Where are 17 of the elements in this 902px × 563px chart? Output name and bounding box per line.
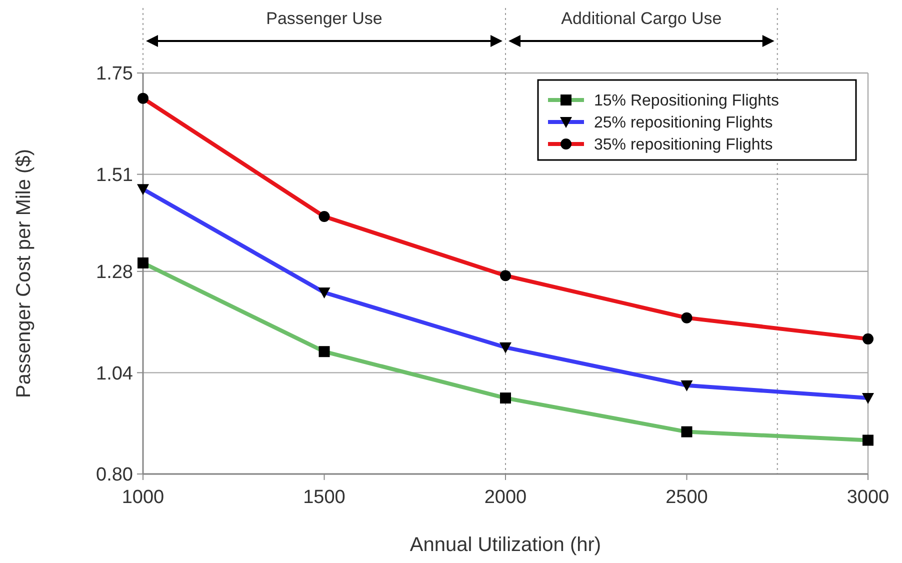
x-tick-label: 3000 [846, 487, 890, 508]
x-tick-label: 2500 [666, 487, 708, 508]
text: Passenger Use [266, 9, 382, 28]
x-axis-title: Annual Utilization (hr) [410, 534, 602, 556]
x-tick-label: 2000 [484, 487, 527, 508]
y-tick-label: 0.80 [96, 464, 133, 486]
x-tick-label: 1000 [122, 487, 164, 508]
legend-label: 25% repositioning Flights [594, 114, 773, 132]
y-tick-label: 1.28 [96, 262, 133, 284]
y-tick-label: 1.51 [96, 164, 133, 186]
x-tick-label: 1500 [303, 487, 346, 508]
y-tick-label: 1.04 [96, 363, 134, 384]
text: Additional Cargo Use [561, 9, 722, 28]
y-axis-title: Passenger Cost per Mile ($) [13, 149, 35, 398]
legend-label: 35% repositioning Flights [594, 136, 773, 154]
y-tick-label: 1.75 [96, 64, 133, 85]
legend-label: 15% Repositioning Flights [594, 92, 779, 110]
